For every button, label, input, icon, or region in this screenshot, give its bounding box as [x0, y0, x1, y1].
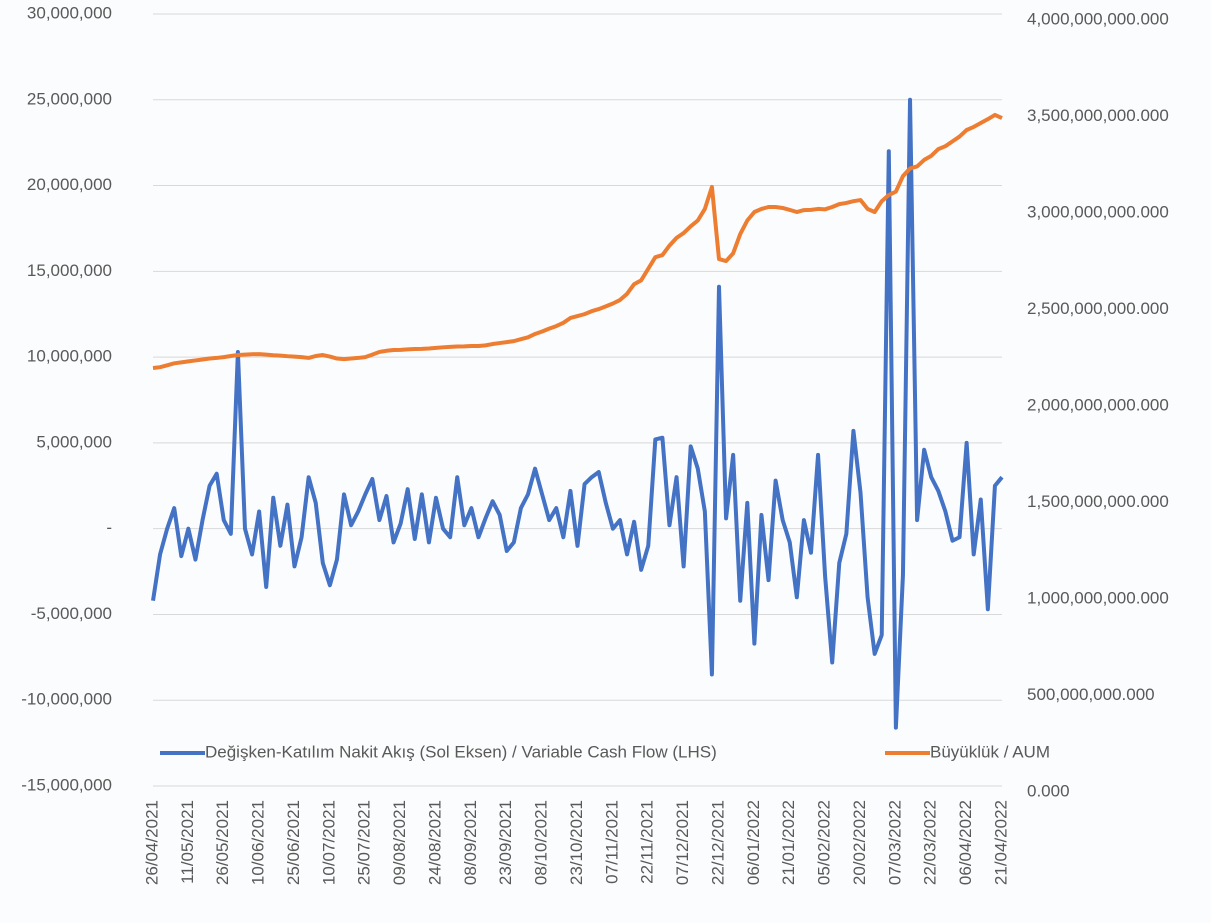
y-tick-label: -10,000,000: [21, 690, 112, 709]
x-tick-label: 24/08/2021: [425, 800, 444, 885]
y2-tick-label: 0.000: [1027, 781, 1070, 800]
y2-tick-label: 1,000,000,000.000: [1027, 588, 1169, 607]
y2-tick-label: 4,000,000,000.000: [1027, 9, 1169, 28]
y-tick-label: -: [106, 518, 112, 537]
y2-tick-label: 1,500,000,000.000: [1027, 492, 1169, 511]
x-tick-label: 26/04/2021: [142, 800, 161, 885]
y-tick-label: 15,000,000: [27, 261, 112, 280]
y2-tick-label: 500,000,000.000: [1027, 685, 1155, 704]
x-tick-label: 22/12/2021: [708, 800, 727, 885]
x-tick-label: 23/10/2021: [567, 800, 586, 885]
x-tick-label: 23/09/2021: [496, 800, 515, 885]
y-tick-label: 20,000,000: [27, 175, 112, 194]
x-tick-label: 25/06/2021: [284, 800, 303, 885]
x-tick-label: 07/12/2021: [673, 800, 692, 885]
x-tick-label: 21/01/2022: [779, 800, 798, 885]
y-tick-label: 30,000,000: [27, 3, 112, 22]
y2-tick-label: 2,000,000,000.000: [1027, 395, 1169, 414]
x-tick-label: 06/04/2022: [956, 800, 975, 885]
x-tick-label: 08/10/2021: [532, 800, 551, 885]
y-tick-label: -5,000,000: [31, 604, 112, 623]
x-tick-label: 22/03/2022: [921, 800, 940, 885]
series-line: [151, 97, 1004, 730]
x-tick-label: 22/11/2021: [638, 800, 657, 884]
x-tick-label: 10/06/2021: [249, 800, 268, 885]
x-tick-label: 07/11/2021: [602, 800, 621, 884]
y-tick-label: 25,000,000: [27, 89, 112, 108]
x-tick-label: 20/02/2022: [850, 800, 869, 885]
y-tick-label: -15,000,000: [21, 775, 112, 794]
y2-tick-label: 2,500,000,000.000: [1027, 299, 1169, 318]
x-tick-label: 09/08/2021: [390, 800, 409, 885]
y2-tick-label: 3,500,000,000.000: [1027, 106, 1169, 125]
x-tick-label: 10/07/2021: [319, 800, 338, 885]
series-line: [152, 112, 1003, 370]
x-tick-label: 05/02/2022: [815, 800, 834, 885]
y2-tick-label: 3,000,000,000.000: [1027, 202, 1169, 221]
x-tick-label: 21/04/2022: [991, 800, 1010, 885]
y-tick-label: 5,000,000: [36, 432, 112, 451]
y-tick-label: 10,000,000: [27, 347, 112, 366]
x-tick-label: 26/05/2021: [213, 800, 232, 885]
x-tick-label: 07/03/2022: [885, 800, 904, 885]
x-tick-label: 06/01/2022: [744, 800, 763, 885]
x-tick-label: 08/09/2021: [461, 800, 480, 885]
legend-label: Büyüklük / AUM: [930, 742, 1050, 761]
legend-label: Değişken-Katılım Nakit Akış (Sol Eksen) …: [205, 742, 717, 761]
x-tick-label: 11/05/2021: [178, 800, 197, 884]
x-tick-label: 25/07/2021: [355, 800, 374, 885]
